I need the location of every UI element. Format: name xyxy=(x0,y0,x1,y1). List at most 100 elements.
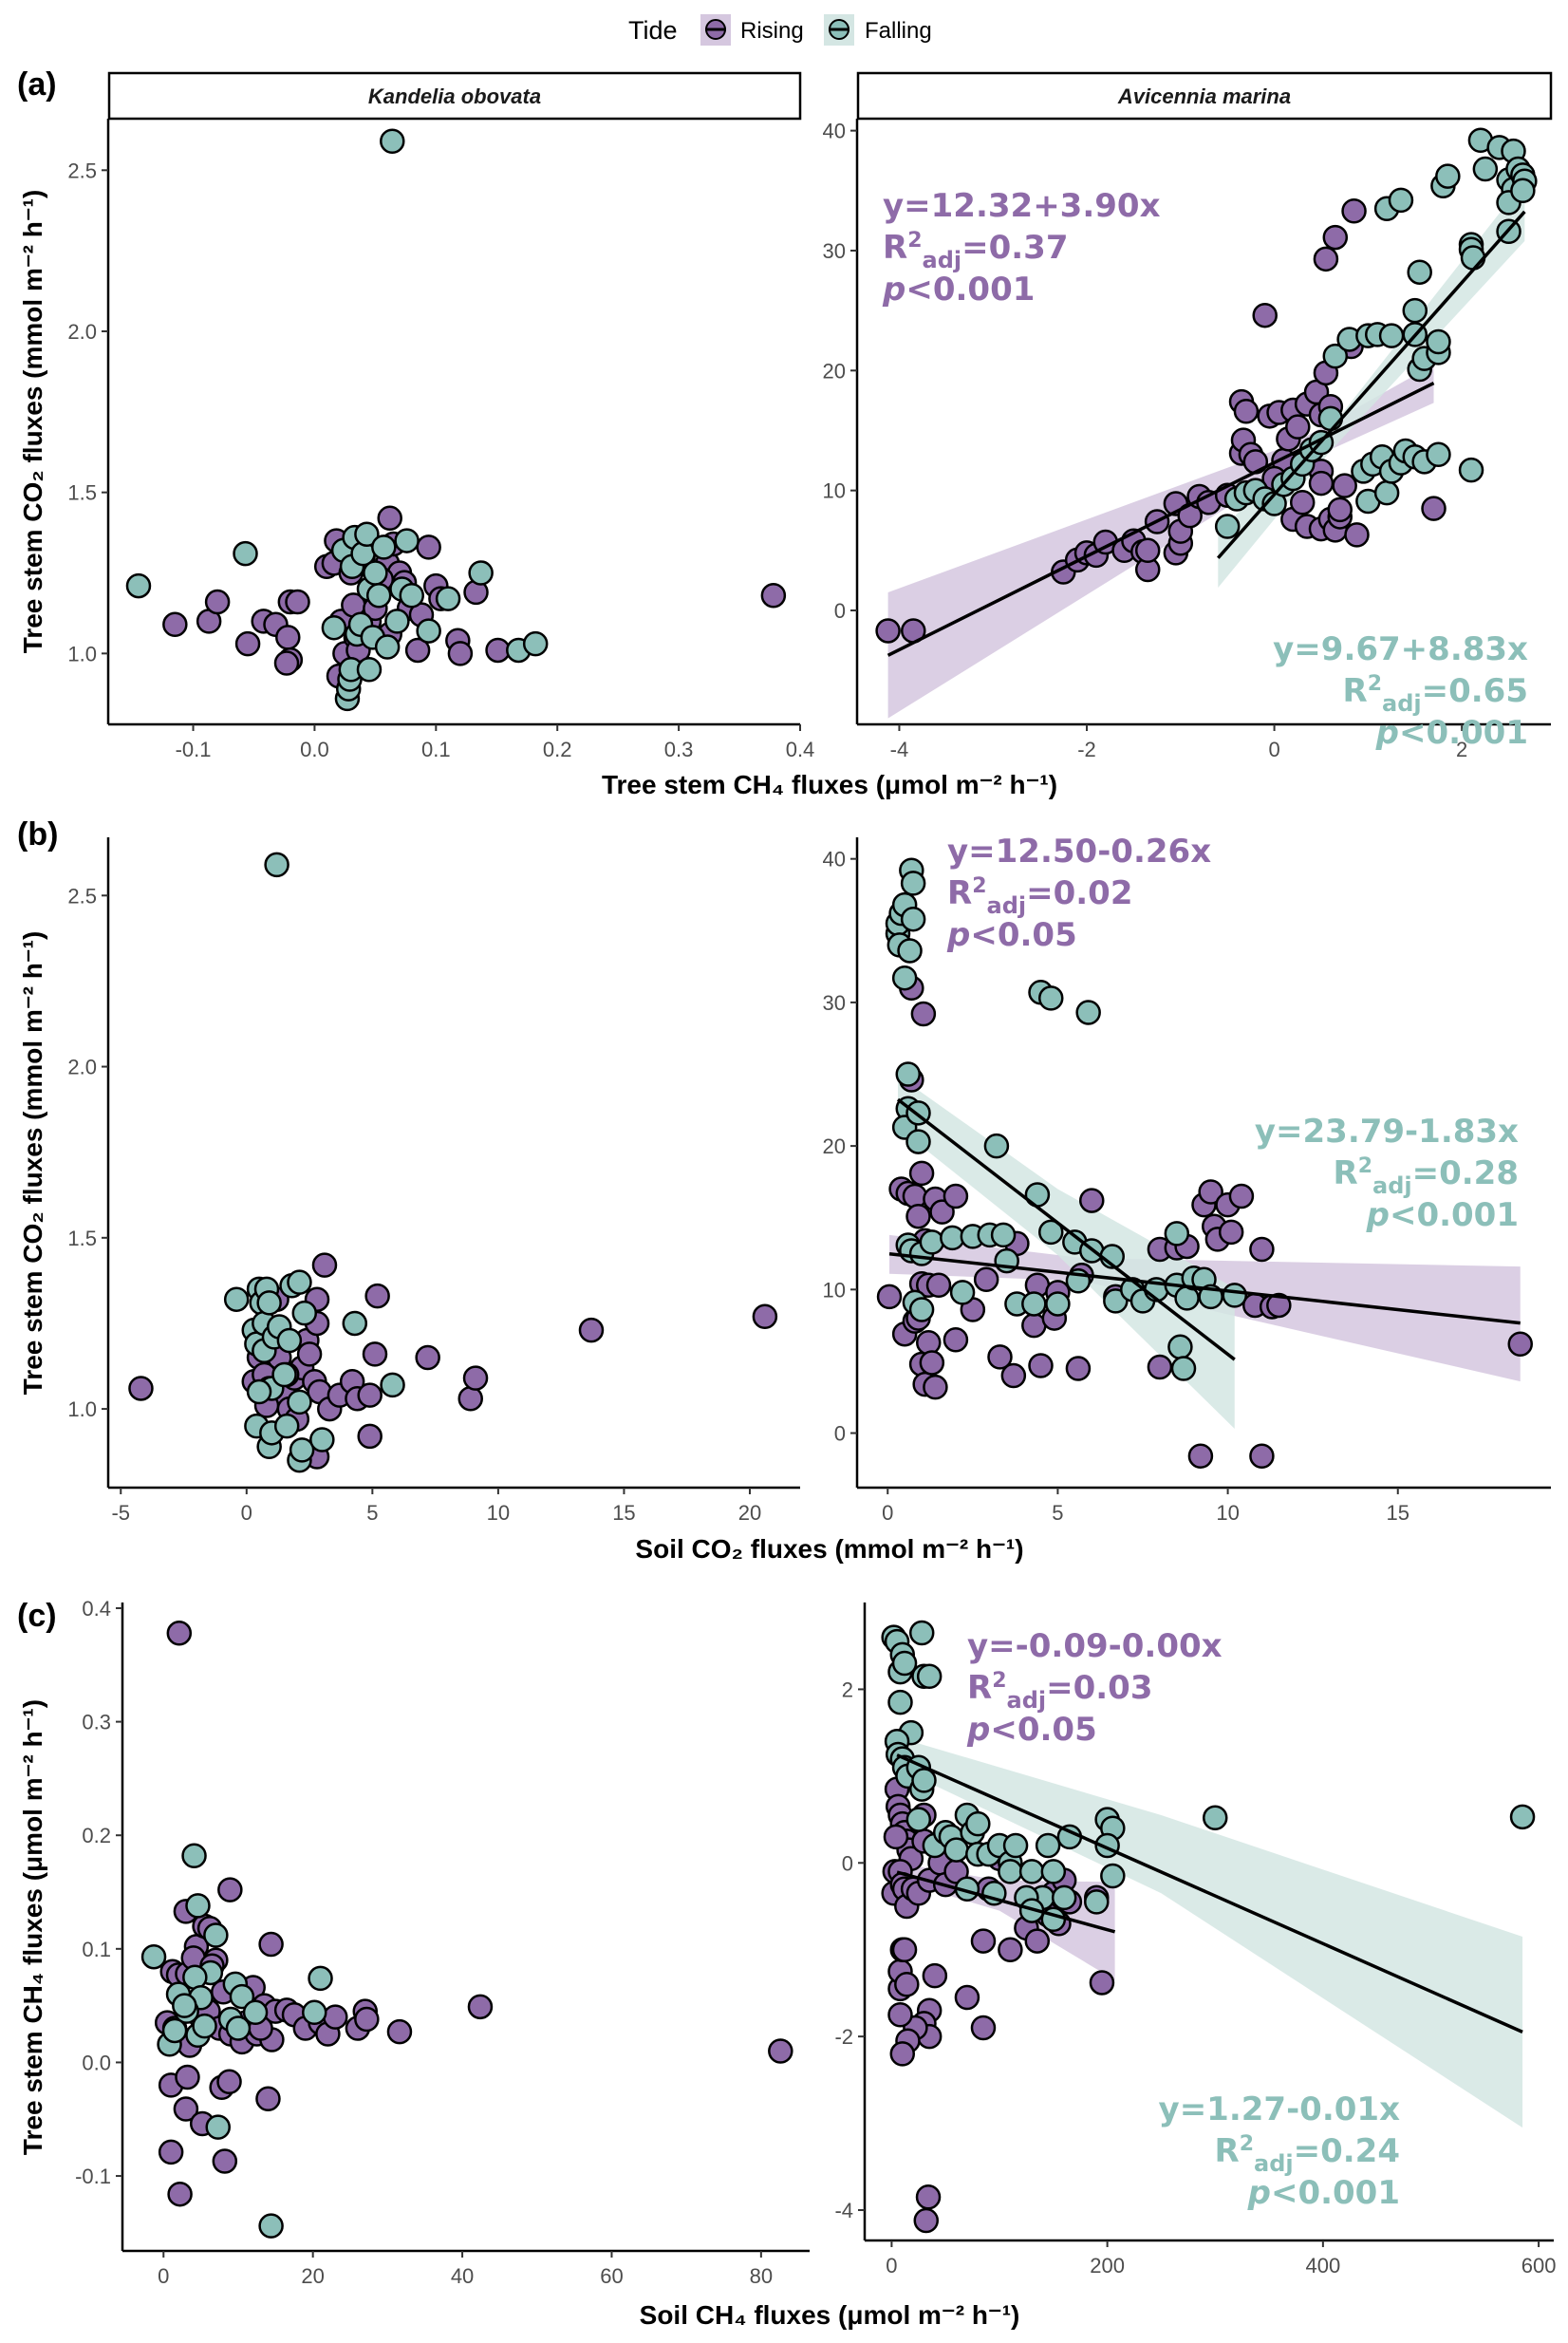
point-rising xyxy=(915,2184,942,2210)
point-rising xyxy=(987,1344,1013,1370)
point-rising xyxy=(285,589,310,615)
x-tick-label: 0.4 xyxy=(786,738,815,761)
point-falling xyxy=(1426,328,1451,355)
point-rising xyxy=(998,1937,1023,1962)
legend-label-rising: Rising xyxy=(740,18,804,44)
fit-pvalue: p<0.001 xyxy=(1366,1196,1519,1234)
point-falling xyxy=(1170,1356,1197,1381)
point-falling xyxy=(374,634,401,660)
point-falling xyxy=(308,1965,333,1992)
point-falling xyxy=(908,1620,935,1646)
point-falling xyxy=(1460,245,1486,271)
point-rising xyxy=(212,2148,238,2174)
point-falling xyxy=(1100,1863,1126,1889)
x-tick-label: 15 xyxy=(612,1501,635,1525)
point-falling xyxy=(1378,323,1405,348)
point-falling xyxy=(371,534,397,560)
plot-area-b_kandelia xyxy=(128,852,778,1473)
x-tick-label: 0.3 xyxy=(664,738,694,761)
x-tick-label: 2 xyxy=(1456,738,1467,761)
x-tick-label: 200 xyxy=(1090,2254,1125,2277)
strip-label-avicennia: Avicennia marina xyxy=(1117,84,1291,108)
point-rising xyxy=(1421,496,1447,521)
point-falling xyxy=(468,560,494,586)
point-rising xyxy=(752,1303,778,1329)
point-falling xyxy=(919,1229,945,1255)
point-rising xyxy=(908,1160,935,1187)
point-rising xyxy=(258,1931,284,1958)
point-falling xyxy=(125,572,152,599)
y-axis-title-c: Tree stem CH₄ fluxes (μmol m⁻² h⁻¹) xyxy=(18,1699,47,2155)
point-rising xyxy=(889,2041,916,2067)
point-falling xyxy=(172,1993,197,2018)
point-rising xyxy=(1507,1331,1533,1358)
point-rising xyxy=(887,2002,913,2028)
y-tick-label: 0.4 xyxy=(82,1597,111,1621)
point-rising xyxy=(217,1877,243,1903)
y-tick-label: 30 xyxy=(823,991,846,1015)
point-rising xyxy=(128,1376,154,1401)
y-tick-label: 0.3 xyxy=(82,1711,111,1734)
fit-r2: R2adj=0.24 xyxy=(1215,2132,1401,2177)
point-rising xyxy=(362,1341,388,1367)
point-falling xyxy=(256,1290,282,1316)
point-falling xyxy=(1038,985,1064,1011)
point-rising xyxy=(905,1203,931,1229)
fit-r2: R2adj=0.28 xyxy=(1334,1154,1520,1199)
point-falling xyxy=(380,128,405,155)
y-tick-label: 0.2 xyxy=(82,1824,111,1847)
x-axis-title-b: Soil CO₂ fluxes (mmol m⁻² h⁻¹) xyxy=(635,1534,1023,1564)
point-falling xyxy=(1510,178,1536,204)
point-falling xyxy=(342,1310,368,1337)
point-rising xyxy=(357,1382,383,1408)
legend-label-falling: Falling xyxy=(865,18,932,44)
point-falling xyxy=(356,657,383,683)
x-tick-label: 5 xyxy=(366,1501,378,1525)
y-tick-label: 40 xyxy=(823,120,846,143)
y-tick-label: 2 xyxy=(842,1678,853,1701)
point-falling xyxy=(891,965,918,991)
point-rising xyxy=(1198,1179,1223,1205)
point-falling xyxy=(908,1297,935,1322)
point-rising xyxy=(1228,1183,1255,1209)
point-rising xyxy=(416,534,441,560)
point-rising xyxy=(1249,1236,1275,1263)
point-falling xyxy=(161,2017,188,2044)
facet-a_kandelia: -0.1 0.0 0.1 0.2 0.3 0.4 1.0 1.5 2.0 2.5 xyxy=(67,119,814,761)
point-falling xyxy=(287,1269,312,1295)
point-falling xyxy=(1040,1859,1067,1884)
x-tick-label: -5 xyxy=(111,1501,130,1525)
point-rising xyxy=(404,637,431,664)
fit-equation: y=9.67+8.83x xyxy=(1273,630,1528,668)
plot-area-c_avicennia xyxy=(881,1620,1536,2234)
point-falling xyxy=(258,2213,284,2239)
point-rising xyxy=(883,1824,909,1850)
point-rising xyxy=(891,1937,918,1962)
point-falling xyxy=(233,540,258,567)
point-rising xyxy=(875,618,901,644)
point-falling xyxy=(181,1843,207,1868)
point-falling xyxy=(321,614,347,641)
point-rising xyxy=(311,1252,338,1278)
panel-tag-b: (b) xyxy=(17,816,58,853)
x-tick-label: -4 xyxy=(890,738,909,761)
point-rising xyxy=(457,1386,483,1412)
fit-equation: y=-0.09-0.00x xyxy=(967,1627,1223,1665)
panel-tag-a: (a) xyxy=(17,66,57,103)
y-tick-label: -4 xyxy=(834,2199,853,2222)
x-tick-label: 600 xyxy=(1521,2254,1557,2277)
x-tick-label: 20 xyxy=(301,2264,324,2288)
facet-c_kandelia: 0 20 40 60 80 -0.1 0.0 0.1 0.2 0.3 0.4 xyxy=(75,1597,810,2288)
point-rising xyxy=(1147,1354,1173,1380)
point-falling xyxy=(1222,1283,1247,1308)
point-falling xyxy=(309,1427,335,1453)
x-tick-label: 40 xyxy=(451,2264,474,2288)
point-falling xyxy=(394,528,420,553)
point-falling xyxy=(1018,1859,1045,1884)
point-falling xyxy=(225,2015,252,2041)
y-tick-label: 40 xyxy=(823,848,846,872)
point-falling xyxy=(1035,1832,1061,1859)
facet-a_avicennia: -4 -2 0 2010203040y=12.32+3.90xR2adj=0.37p<… xyxy=(823,119,1551,761)
strip-avicennia: Avicennia marina xyxy=(856,71,1553,121)
point-rising xyxy=(204,589,231,615)
